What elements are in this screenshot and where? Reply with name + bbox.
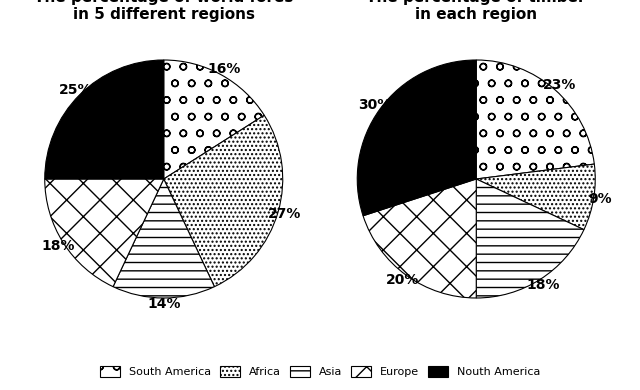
Wedge shape bbox=[476, 179, 584, 298]
Title: The percentage of world fores
in 5 different regions: The percentage of world fores in 5 diffe… bbox=[34, 0, 293, 22]
Wedge shape bbox=[45, 179, 164, 287]
Text: 25%: 25% bbox=[58, 83, 92, 98]
Text: 20%: 20% bbox=[386, 273, 419, 287]
Wedge shape bbox=[363, 179, 476, 298]
Text: 16%: 16% bbox=[207, 62, 241, 76]
Text: 27%: 27% bbox=[268, 207, 301, 221]
Text: 14%: 14% bbox=[147, 297, 180, 311]
Wedge shape bbox=[45, 60, 164, 179]
Wedge shape bbox=[164, 60, 264, 179]
Wedge shape bbox=[476, 164, 595, 230]
Wedge shape bbox=[113, 179, 214, 298]
Wedge shape bbox=[357, 60, 476, 216]
Legend: South America, Africa, Asia, Europe, Nouth America: South America, Africa, Asia, Europe, Nou… bbox=[97, 362, 543, 381]
Text: 18%: 18% bbox=[41, 239, 75, 253]
Text: 18%: 18% bbox=[527, 278, 560, 292]
Text: 23%: 23% bbox=[543, 78, 576, 92]
Title: The percentage of timber
in each region: The percentage of timber in each region bbox=[367, 0, 586, 22]
Text: 9%: 9% bbox=[588, 191, 612, 206]
Text: 30%: 30% bbox=[358, 98, 392, 112]
Wedge shape bbox=[476, 60, 595, 179]
Wedge shape bbox=[164, 115, 283, 287]
